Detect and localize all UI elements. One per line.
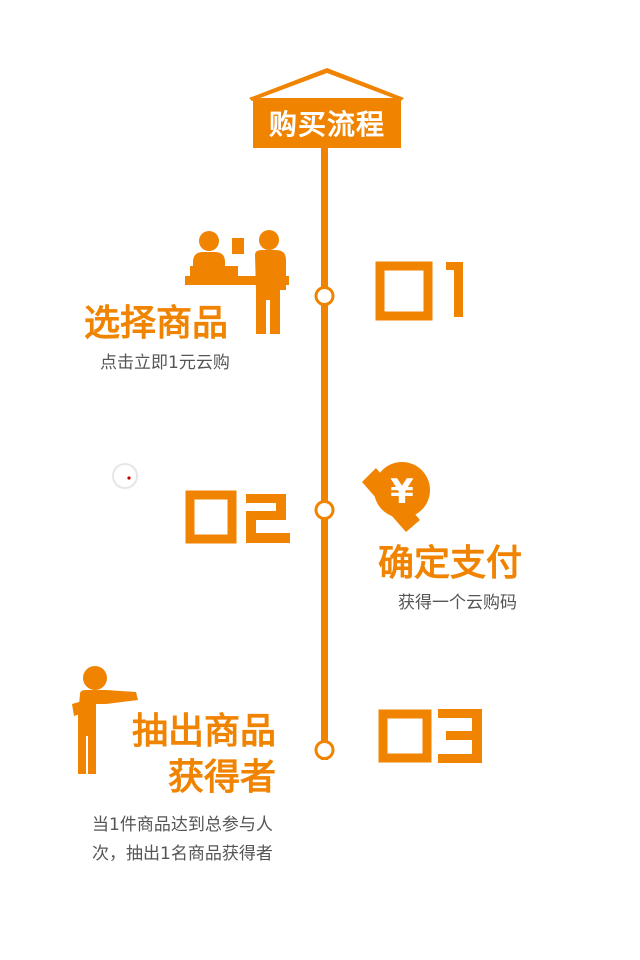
timeline-line bbox=[321, 148, 328, 760]
house-title-badge bbox=[249, 68, 404, 148]
shop-counter-icon bbox=[185, 230, 289, 334]
step1-description: 点击立即1元云购 bbox=[100, 353, 230, 373]
step1-title: 选择商品 bbox=[84, 303, 229, 344]
step3-description-line1: 当1件商品达到总参与人 bbox=[92, 815, 273, 835]
step-number-01 bbox=[375, 261, 463, 321]
step2-description: 获得一个云购码 bbox=[398, 593, 517, 613]
step-number-02 bbox=[185, 490, 290, 544]
step3-description-line2: 次，抽出1名商品获得者 bbox=[92, 844, 273, 864]
step3-title-line2: 获得者 bbox=[168, 757, 277, 798]
timeline-node-2 bbox=[314, 500, 335, 520]
step2-title: 确定支付 bbox=[378, 543, 523, 584]
step-number-03 bbox=[378, 709, 482, 763]
watermark-seal-icon bbox=[112, 463, 138, 489]
timeline-node-3 bbox=[314, 740, 335, 760]
page-title: 购买流程 bbox=[268, 108, 385, 141]
step3-title-line1: 抽出商品 bbox=[132, 711, 277, 752]
yuan-coin-icon: ¥ bbox=[362, 462, 430, 532]
timeline-node-1 bbox=[314, 286, 335, 306]
person-pointing-icon bbox=[72, 666, 138, 774]
svg-text:¥: ¥ bbox=[390, 472, 414, 512]
